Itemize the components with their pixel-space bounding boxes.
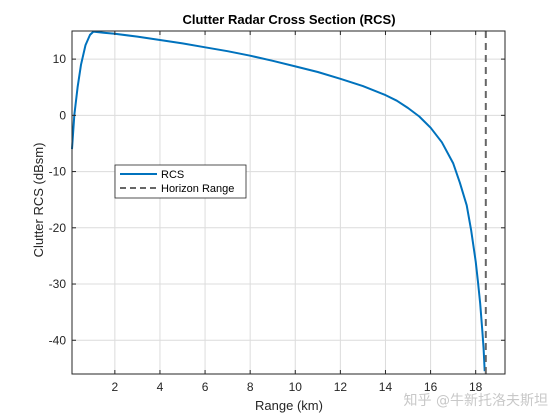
- ticks: 2 4 6 8 10 12 14 16 18 10 0 -10 -20 -30 -40: [49, 31, 505, 394]
- y-tick-label: -40: [49, 333, 67, 347]
- y-tick-label: -10: [49, 165, 67, 179]
- y-tick-label: 10: [53, 52, 67, 66]
- legend-label-rcs: RCS: [161, 169, 184, 181]
- watermark-text: 知乎 @牛新托洛夫斯坦: [403, 393, 548, 409]
- x-tick-label: 10: [289, 380, 303, 394]
- x-tick-label: 6: [202, 380, 209, 394]
- x-tick-label: 12: [334, 380, 348, 394]
- plot-area: [71, 30, 487, 374]
- grid: [72, 31, 505, 374]
- legend: RCS Horizon Range: [114, 164, 247, 199]
- y-tick-label: 0: [59, 108, 66, 122]
- axes-frame: [71, 30, 506, 375]
- y-axis-label: Clutter RCS (dBsm): [31, 143, 46, 258]
- series-line-rcs: [71, 30, 486, 372]
- x-tick-label: 8: [247, 380, 254, 394]
- chart-title: Clutter Radar Cross Section (RCS): [182, 12, 395, 27]
- x-axis-label: Range (km): [255, 398, 323, 413]
- x-tick-label: 2: [112, 380, 119, 394]
- legend-label-horizon: Horizon Range: [161, 183, 234, 195]
- legend-box: [114, 164, 247, 199]
- y-tick-label: -30: [49, 277, 67, 291]
- x-tick-label: 4: [157, 380, 164, 394]
- x-tick-label: 14: [379, 380, 393, 394]
- x-tick-label: 16: [424, 380, 438, 394]
- x-tick-label: 18: [469, 380, 483, 394]
- y-tick-label: -20: [49, 221, 67, 235]
